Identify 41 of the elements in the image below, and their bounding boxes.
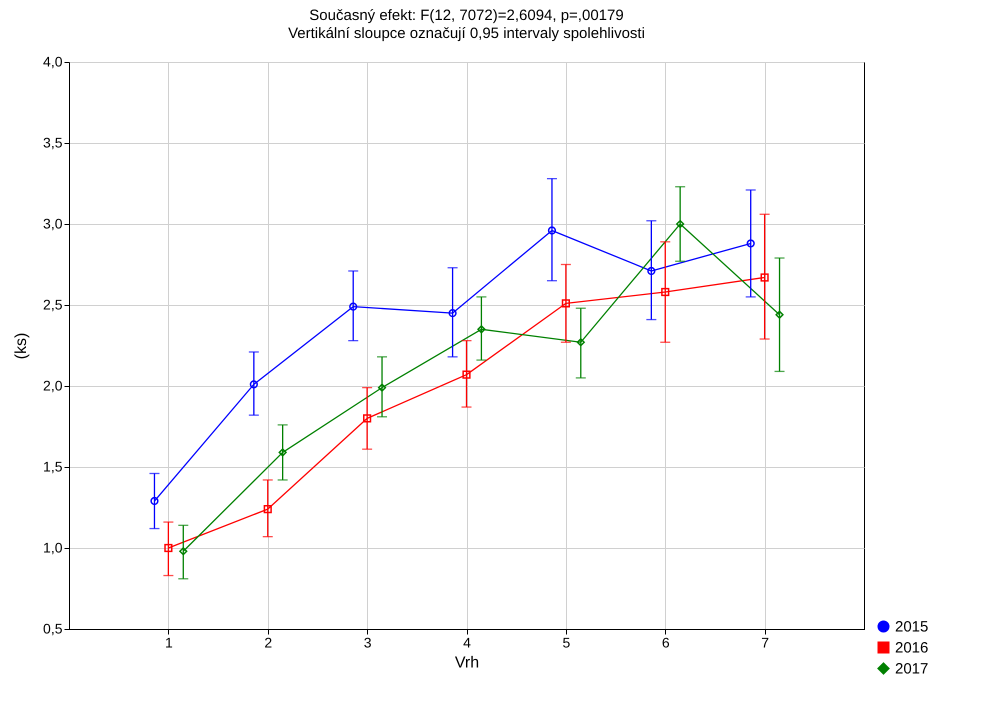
x-tick-label: 5 bbox=[562, 634, 570, 650]
chart-title: Současný efekt: F(12, 7072)=2,6094, p=,00179 bbox=[309, 7, 624, 24]
y-tick-label: 2,0 bbox=[43, 378, 63, 394]
point bbox=[661, 288, 670, 296]
point bbox=[562, 299, 570, 308]
point bbox=[576, 338, 585, 346]
y-tick-label: 3,0 bbox=[43, 216, 63, 232]
y-axis-title: (ks) bbox=[13, 332, 30, 360]
x-tick-label: 3 bbox=[364, 634, 372, 650]
point bbox=[349, 302, 358, 311]
legend-label: 2015 bbox=[895, 618, 928, 636]
point bbox=[548, 226, 556, 235]
point bbox=[363, 414, 372, 423]
x-tick-label: 1 bbox=[164, 634, 173, 650]
point bbox=[179, 547, 188, 556]
x-tick-label: 6 bbox=[662, 634, 670, 650]
point bbox=[448, 309, 457, 318]
point bbox=[378, 384, 386, 392]
point bbox=[164, 544, 172, 552]
y-tick-label: 1,0 bbox=[43, 540, 63, 556]
y-tick-label: 0,5 bbox=[43, 620, 63, 636]
point bbox=[676, 220, 684, 228]
legend-label: 2017 bbox=[895, 660, 928, 678]
point bbox=[775, 310, 784, 319]
legend-label: 2016 bbox=[895, 640, 928, 656]
x-tick-label: 2 bbox=[264, 634, 272, 650]
y-tick-label: 3,5 bbox=[43, 134, 63, 150]
point bbox=[278, 448, 287, 457]
y-tick-label: 2,5 bbox=[43, 296, 63, 312]
y-tick-label: 1,5 bbox=[43, 458, 63, 474]
x-tick-label: 7 bbox=[761, 634, 770, 650]
point bbox=[647, 266, 656, 276]
x-tick-label: 4 bbox=[463, 634, 472, 650]
point bbox=[264, 505, 272, 514]
point bbox=[250, 380, 258, 388]
chart-subtitle: Vertikální sloupce označují 0,95 intervaly spolehlivosti bbox=[288, 25, 645, 42]
point bbox=[477, 325, 486, 334]
point bbox=[462, 370, 471, 379]
point bbox=[760, 273, 769, 282]
y-tick-label: 4,0 bbox=[43, 54, 63, 70]
x-axis-title: Vrh bbox=[454, 654, 480, 672]
